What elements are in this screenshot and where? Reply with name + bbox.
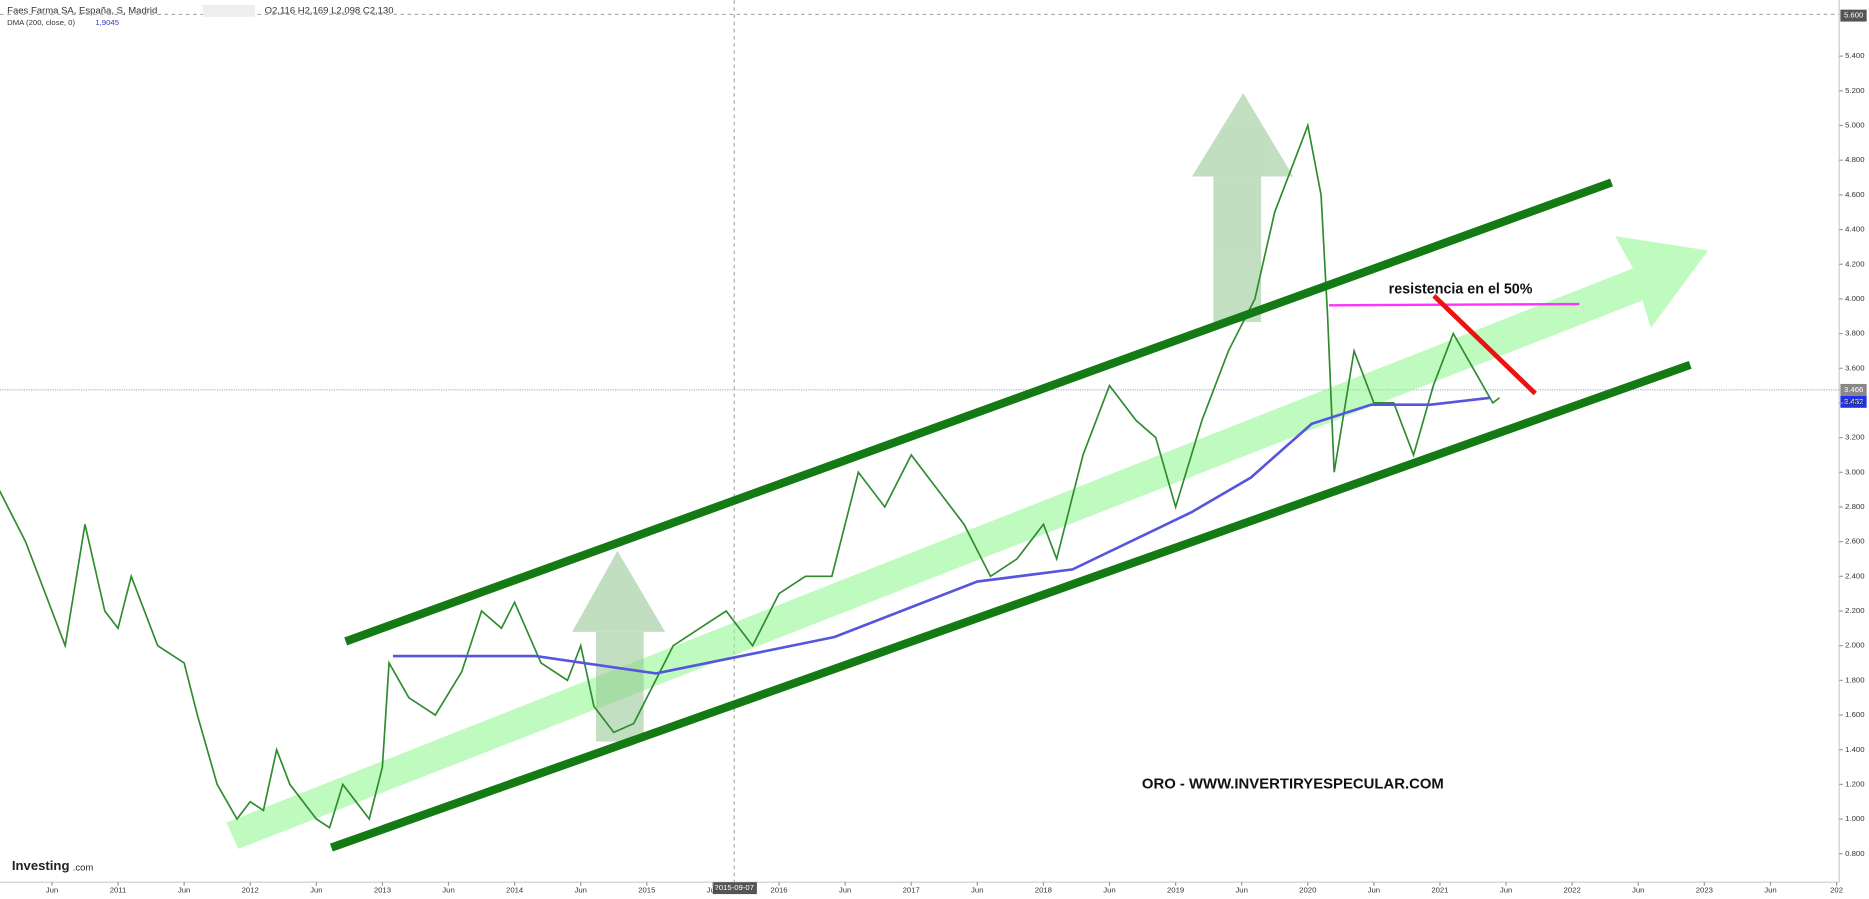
x-tick-label: Jun: [46, 886, 58, 895]
indicator-value: 1,9045: [95, 18, 119, 27]
x-tick-label: Jun: [971, 886, 983, 895]
y-tick-label: 3.800: [1845, 329, 1864, 338]
y-tick-label: 1.800: [1845, 675, 1864, 684]
x-tick-label: 2012: [242, 886, 259, 895]
x-tick-label: 2020: [1299, 886, 1316, 895]
y-tick-label: 5.000: [1845, 121, 1864, 130]
x-tick-label: 2011: [110, 886, 127, 895]
x-tick-label: 2019: [1167, 886, 1184, 895]
y-tick-label: 3.200: [1845, 433, 1864, 442]
y-tick-label: 4.600: [1845, 190, 1864, 199]
watermark: ORO - WWW.INVERTIRYESPECULAR.COM: [1142, 776, 1444, 792]
y-tick-label: 3.400: [1845, 398, 1864, 407]
y-tick-label: 3.600: [1845, 363, 1864, 372]
up-arrow-small: [572, 550, 666, 742]
x-tick-label: 2023: [1696, 886, 1713, 895]
cursor-date-box: [712, 882, 757, 895]
y-tick-label: 2.600: [1845, 537, 1864, 546]
y-tick-label: 1.000: [1845, 814, 1864, 823]
x-tick-label: 2016: [770, 886, 787, 895]
channel-upper: [344, 178, 1613, 646]
y-tick-label: 2.000: [1845, 641, 1864, 650]
x-tick-label: 2021: [1431, 886, 1448, 895]
y-tick-label: 1.600: [1845, 710, 1864, 719]
resistance-label: resistencia en el 50%: [1389, 282, 1533, 298]
top-price: 5.600: [1844, 11, 1863, 20]
x-tick-label: Jun: [1368, 886, 1380, 895]
last-price: 3.466: [1844, 385, 1863, 394]
resistance-line: [1329, 302, 1580, 307]
last-dma: 3.432: [1844, 397, 1863, 406]
up-arrow-large: [1191, 93, 1294, 322]
series-line: [0, 122, 1500, 830]
x-tick-label: Jun: [1235, 886, 1247, 895]
x-tick-label: Jun: [839, 886, 851, 895]
channel-lower: [329, 360, 1692, 852]
y-tick-label: 1.200: [1845, 779, 1864, 788]
red-trend-line: [1432, 294, 1537, 396]
x-tick-label: 2018: [1035, 886, 1052, 895]
x-tick-label: 2013: [374, 886, 391, 895]
x-tick-label: Jun: [707, 886, 719, 895]
y-tick-label: 2.200: [1845, 606, 1864, 615]
x-tick-label: 2014: [506, 886, 524, 895]
x-tick-label: Jun: [442, 886, 454, 895]
x-tick-label: 2017: [903, 886, 920, 895]
x-tick-label: Jun: [310, 886, 322, 895]
y-tick-label: 4.400: [1845, 225, 1864, 234]
x-tick-label: Jun: [1764, 886, 1776, 895]
y-tick-label: 3.000: [1845, 467, 1864, 476]
y-tick-label: 1.400: [1845, 745, 1864, 754]
x-tick-label: 202: [1830, 886, 1843, 895]
top-price-box: [1840, 9, 1867, 22]
y-tick-label: 2.800: [1845, 502, 1864, 511]
y-tick-label: 5.400: [1845, 51, 1864, 60]
header-buttons[interactable]: [202, 4, 256, 17]
indicator-label: DMA (200, close, 0): [7, 18, 75, 27]
y-tick-label: 0.800: [1845, 849, 1864, 858]
series-line: [392, 396, 1491, 675]
y-tick-label: 4.000: [1845, 294, 1864, 303]
ohlc-text: O2,116 H2,169 L2,098 C2,130: [265, 5, 394, 16]
x-tick-label: Jun: [1632, 886, 1644, 895]
x-tick-label: 2015: [638, 886, 655, 895]
y-tick-label: 5.200: [1845, 86, 1864, 95]
series-layer: [0, 122, 1500, 830]
cursor-date: 2015-09-07: [714, 883, 754, 892]
x-tick-label: Jun: [1103, 886, 1115, 895]
y-tick-label: 2.400: [1845, 571, 1864, 580]
chart-title: Faes Farma SA, España, S, Madrid: [7, 5, 157, 16]
y-tick-label: 4.200: [1845, 259, 1864, 268]
last-price-box: [1840, 383, 1867, 396]
x-tick-label: Jun: [1500, 886, 1512, 895]
last-dma-box: [1840, 395, 1867, 408]
logo: Investing: [12, 858, 70, 873]
x-tick-label: 2022: [1564, 886, 1581, 895]
x-tick-label: Jun: [178, 886, 190, 895]
logo-suffix: .com: [73, 862, 94, 873]
x-tick-label: Jun: [574, 886, 586, 895]
y-tick-label: 4.800: [1845, 155, 1864, 164]
